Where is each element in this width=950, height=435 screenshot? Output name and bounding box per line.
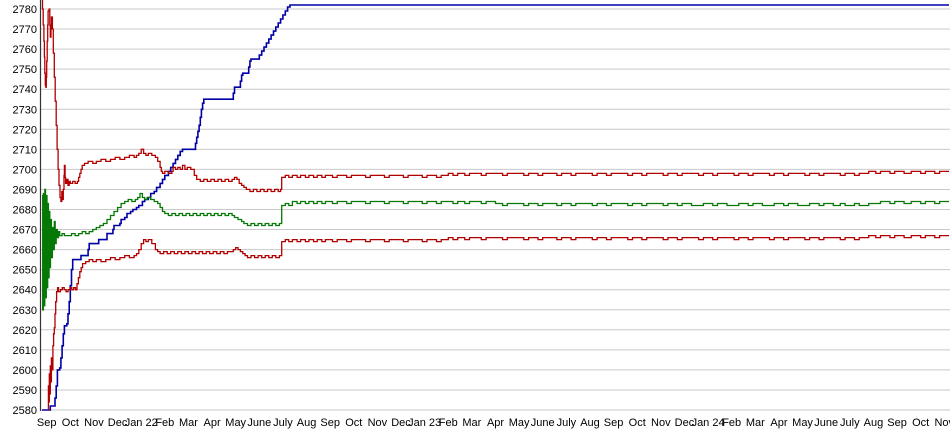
x-axis-label: May	[792, 417, 813, 429]
x-axis-label: Jan 24	[692, 417, 725, 429]
y-axis-label: 2760	[13, 44, 37, 56]
y-axis-label: 2710	[13, 144, 37, 156]
x-axis-label: July	[840, 417, 860, 429]
y-axis-label: 2770	[13, 24, 37, 36]
y-axis-label: 2650	[13, 265, 37, 277]
y-axis-label: 2610	[13, 345, 37, 357]
x-axis-label: Sep	[37, 417, 57, 429]
x-axis-label: Mar	[179, 417, 198, 429]
series-middle-band	[42, 188, 949, 311]
x-axis-label: Apr	[770, 417, 787, 429]
x-axis-label: Oct	[345, 417, 362, 429]
y-axis-label: 2670	[13, 225, 37, 237]
x-axis-label: Oct	[629, 417, 646, 429]
x-axis-label: Dec	[391, 417, 411, 429]
x-axis-label: July	[273, 417, 293, 429]
x-axis-label: Feb	[155, 417, 174, 429]
x-axis-label: Feb	[722, 417, 741, 429]
x-axis-label: Jan 22	[125, 417, 158, 429]
x-axis-label: Nov	[934, 417, 950, 429]
x-axis-label: Mar	[462, 417, 481, 429]
x-axis-label: Nov	[84, 417, 104, 429]
x-axis-label: Sep	[604, 417, 624, 429]
x-axis-label: Jan 23	[408, 417, 441, 429]
x-axis-label: Sep	[887, 417, 907, 429]
x-axis-label: June	[531, 417, 555, 429]
x-axis-label: Oct	[62, 417, 79, 429]
x-axis-label: Oct	[912, 417, 929, 429]
y-axis-label: 2730	[13, 104, 37, 116]
x-axis-label: Apr	[204, 417, 221, 429]
y-axis-label: 2750	[13, 64, 37, 76]
y-axis-label: 2680	[13, 205, 37, 217]
series-lower-band	[47, 234, 949, 411]
series-upper-band	[41, 0, 949, 203]
x-axis-label: Aug	[580, 417, 600, 429]
x-axis-label: Aug	[297, 417, 317, 429]
x-axis-label: May	[509, 417, 530, 429]
y-axis-label: 2640	[13, 285, 37, 297]
x-axis-label: Apr	[487, 417, 504, 429]
y-axis-label: 2590	[13, 385, 37, 397]
x-axis-label: Dec	[108, 417, 128, 429]
x-axis-label: July	[557, 417, 577, 429]
y-axis-label: 2660	[13, 245, 37, 257]
x-axis-label: Nov	[651, 417, 671, 429]
x-axis-label: Dec	[675, 417, 695, 429]
y-axis-label: 2700	[13, 164, 37, 176]
x-axis-label: Sep	[320, 417, 340, 429]
x-axis-label: Mar	[746, 417, 765, 429]
y-axis-label: 2740	[13, 84, 37, 96]
x-axis-label: Feb	[439, 417, 458, 429]
y-axis-label: 2580	[13, 405, 37, 417]
y-axis-label: 2630	[13, 305, 37, 317]
x-axis-label: June	[814, 417, 838, 429]
x-axis-label: May	[225, 417, 246, 429]
x-axis-label: June	[247, 417, 271, 429]
y-axis-label: 2690	[13, 184, 37, 196]
x-axis-label: Nov	[368, 417, 388, 429]
y-axis-label: 2780	[13, 4, 37, 16]
y-axis-label: 2720	[13, 124, 37, 136]
series-equity-line	[42, 4, 949, 411]
y-axis-label: 2620	[13, 325, 37, 337]
x-axis-label: Aug	[864, 417, 884, 429]
y-axis-label: 2600	[13, 365, 37, 377]
